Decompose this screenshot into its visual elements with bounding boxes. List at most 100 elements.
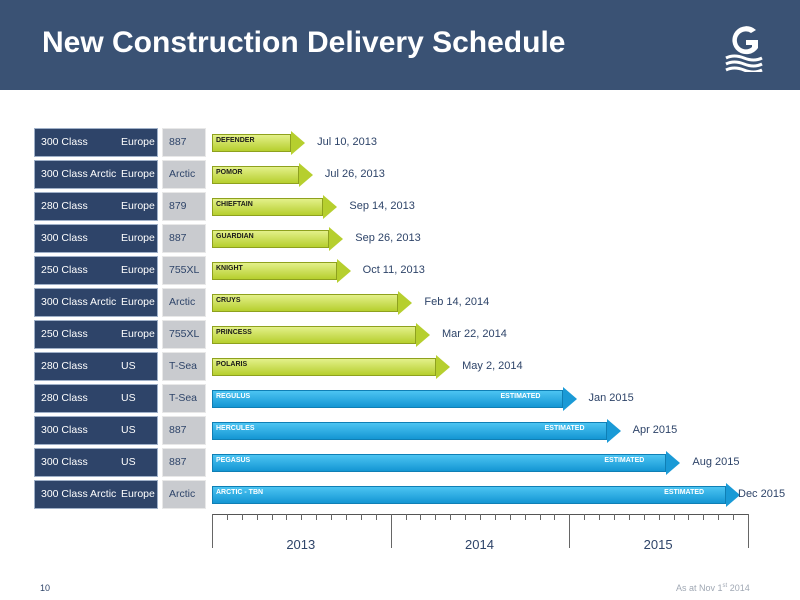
month-tick — [226, 514, 228, 520]
delivery-date: Mar 22, 2014 — [442, 328, 507, 340]
month-tick — [658, 514, 660, 520]
vessel-name: DEFENDER — [216, 137, 255, 144]
month-tick — [509, 514, 511, 520]
year-separator — [569, 514, 571, 548]
row-label: 280 Class US — [34, 352, 158, 381]
vessel-class: 300 Class — [41, 424, 88, 436]
month-tick — [405, 514, 407, 520]
vessel-name: CHIEFTAIN — [216, 201, 253, 208]
delivered-arrow: CHIEFTAIN — [212, 195, 338, 219]
row-label: 250 Class Europe — [34, 256, 158, 285]
estimated-label: ESTIMATED — [604, 457, 645, 464]
delivered-arrow: DEFENDER — [212, 131, 306, 155]
row-label: 300 Class Arctic Europe — [34, 288, 158, 317]
month-tick — [241, 514, 243, 520]
vessel-region: US — [121, 360, 136, 372]
vessel-class: 300 Class Arctic — [41, 488, 117, 500]
estimated-label: ESTIMATED — [664, 489, 705, 496]
month-tick — [733, 514, 735, 520]
vessel-region: US — [121, 424, 136, 436]
delivery-date: Apr 2015 — [632, 424, 678, 436]
delivery-date: Feb 14, 2014 — [424, 296, 490, 308]
vessel-model: Arctic — [169, 488, 196, 500]
row-label: 300 Class Arctic Europe — [34, 160, 158, 189]
estimated-delivery-arrow: REGULUS ESTIMATED — [212, 387, 577, 411]
model-cell: 755XL — [162, 256, 206, 285]
delivery-date: Jan 2015 — [588, 392, 634, 404]
month-tick — [480, 514, 481, 520]
delivery-date: Aug 2015 — [692, 456, 740, 468]
month-tick — [673, 514, 675, 520]
row-label: 300 Class Europe — [34, 224, 158, 253]
vessel-model: 887 — [169, 456, 187, 468]
vessel-name: KNIGHT — [216, 265, 243, 272]
month-tick — [420, 514, 422, 520]
company-logo-icon — [725, 26, 763, 72]
vessel-region: Europe — [121, 488, 155, 500]
vessel-model: 755XL — [169, 264, 200, 276]
year-label: 2015 — [643, 537, 673, 552]
model-cell: 887 — [162, 224, 206, 253]
vessel-region: Europe — [121, 264, 155, 276]
vessel-region: Europe — [121, 232, 155, 244]
vessel-class: 280 Class — [41, 360, 88, 372]
row-label: 250 Class Europe — [34, 320, 158, 349]
delivered-arrow: GUARDIAN — [212, 227, 344, 251]
delivery-date: Sep 14, 2013 — [349, 200, 415, 212]
month-tick — [331, 514, 333, 520]
delivery-date: May 2, 2014 — [462, 360, 523, 372]
month-tick — [554, 514, 556, 520]
estimated-delivery-arrow: ARCTIC - TBN ESTIMATED — [212, 483, 741, 507]
vessel-name: PEGASUS — [216, 457, 251, 464]
year-label: 2014 — [465, 537, 494, 552]
year-separator — [212, 514, 213, 548]
month-tick — [316, 514, 318, 520]
delivered-arrow: PRINCESS — [212, 323, 431, 347]
estimated-delivery-arrow: PEGASUS ESTIMATED — [212, 451, 681, 475]
month-tick — [539, 514, 541, 520]
header-bar: New Construction Delivery Schedule — [0, 0, 800, 90]
estimated-label: ESTIMATED — [544, 425, 585, 432]
vessel-name: POLARIS — [216, 361, 248, 368]
month-tick — [360, 514, 362, 520]
model-cell: Arctic — [162, 160, 206, 189]
page-number: 10 — [40, 583, 51, 593]
month-tick — [271, 514, 273, 520]
row-label: 300 Class US — [34, 448, 158, 477]
model-cell: Arctic — [162, 288, 206, 317]
row-label: 280 Class Europe — [34, 192, 158, 221]
row-label: 300 Class US — [34, 416, 158, 445]
month-tick — [524, 514, 526, 520]
vessel-class: 300 Class Arctic — [41, 296, 117, 308]
delivered-arrow: KNIGHT — [212, 259, 351, 283]
year-label: 2013 — [286, 537, 316, 552]
vessel-name: POMOR — [216, 169, 243, 176]
month-tick — [703, 514, 705, 520]
vessel-name: REGULUS — [216, 393, 251, 400]
model-cell: 887 — [162, 416, 206, 445]
vessel-model: 887 — [169, 232, 187, 244]
vessel-model: 887 — [169, 136, 187, 148]
row-label: 300 Class Europe — [34, 128, 158, 157]
row-label: 300 Class Arctic Europe — [34, 480, 158, 509]
vessel-region: Europe — [121, 200, 155, 212]
vessel-name: ARCTIC - TBN — [216, 489, 264, 496]
month-tick — [614, 514, 615, 520]
vessel-class: 300 Class — [41, 136, 88, 148]
vessel-model: T-Sea — [169, 360, 198, 372]
vessel-class: 250 Class — [41, 264, 88, 276]
model-cell: 887 — [162, 128, 206, 157]
delivery-date: Dec 2015 — [738, 488, 786, 500]
vessel-class: 300 Class — [41, 456, 88, 468]
month-tick — [301, 514, 303, 520]
month-tick — [286, 514, 288, 520]
vessel-name: GUARDIAN — [216, 233, 254, 240]
model-cell: 887 — [162, 448, 206, 477]
vessel-model: Arctic — [169, 296, 196, 308]
vessel-model: Arctic — [169, 168, 196, 180]
month-tick — [599, 514, 601, 520]
vessel-model: T-Sea — [169, 392, 198, 404]
vessel-region: Europe — [121, 168, 155, 180]
page-title: New Construction Delivery Schedule — [42, 26, 566, 59]
model-cell: 755XL — [162, 320, 206, 349]
